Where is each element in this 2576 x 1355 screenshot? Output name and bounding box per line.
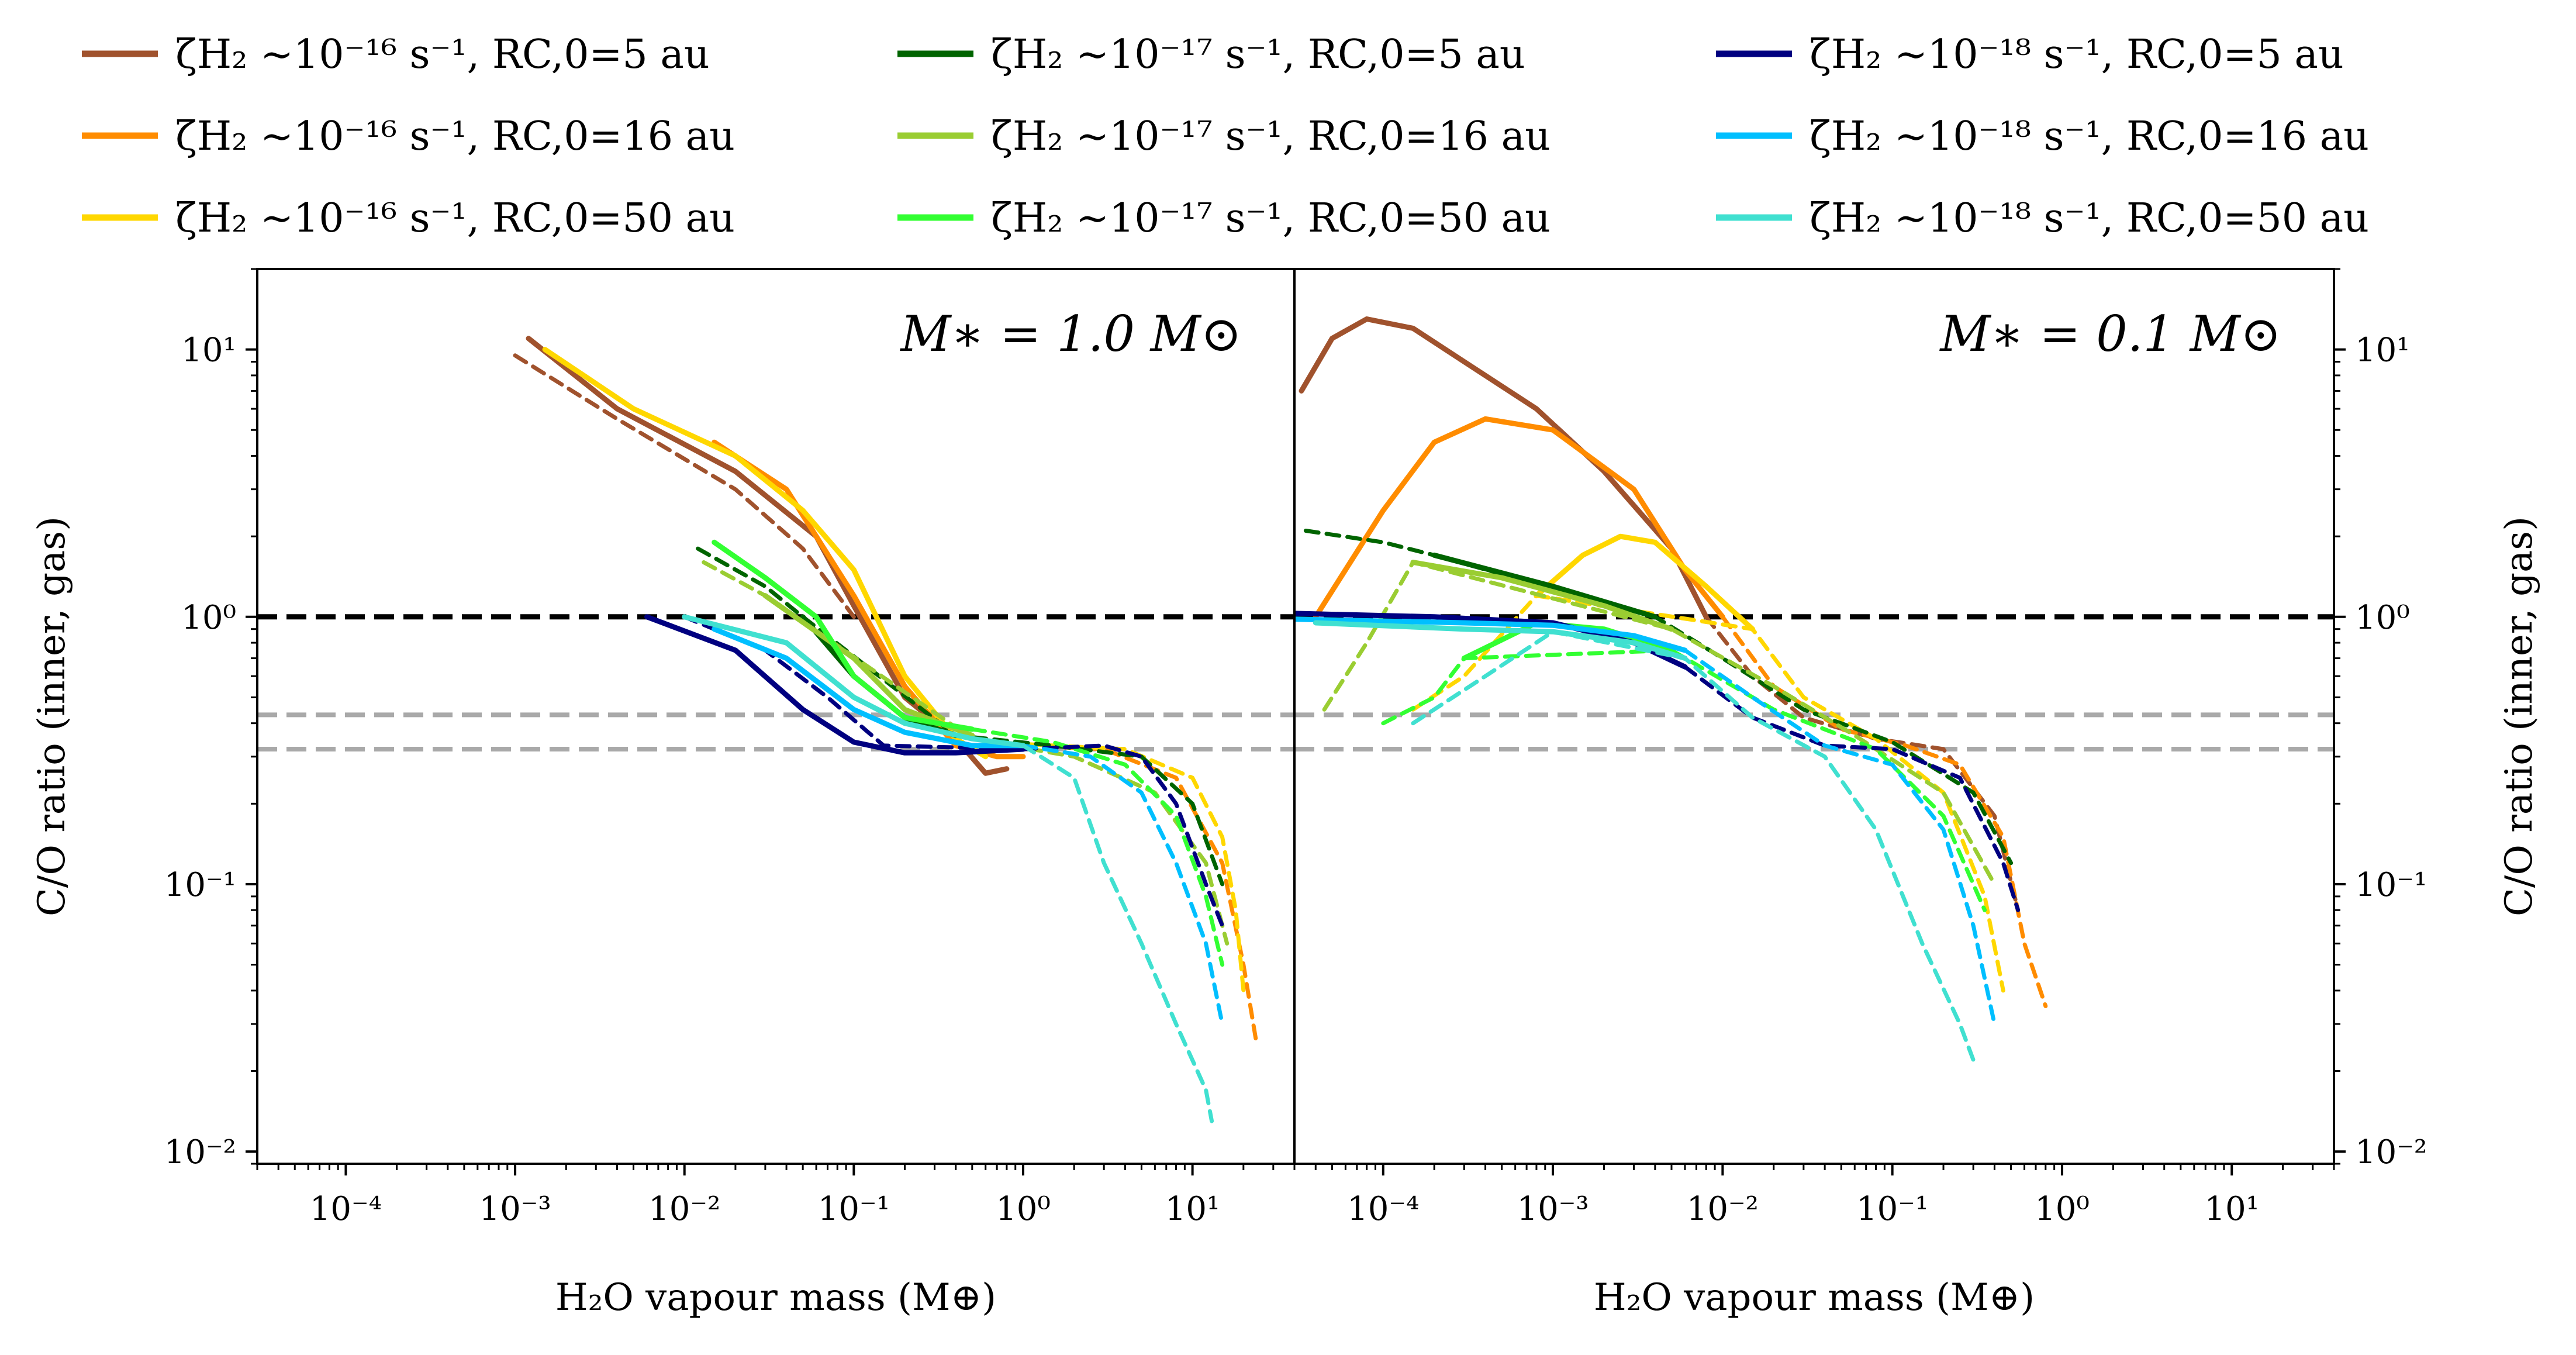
series-8-dashed-line <box>1021 743 1214 1123</box>
series-7-solid-line <box>712 626 1026 749</box>
x-tick-label: 10⁻³ <box>1517 1190 1589 1228</box>
series-8-solid-line <box>682 614 1026 749</box>
series-4-dashed-line <box>702 560 1230 946</box>
series-1-solid-line <box>1313 416 1725 620</box>
legend-label: ζH₂ ∼10⁻¹⁷ s⁻¹, RC,0=50 au <box>991 195 1551 242</box>
series-7-dashed-line <box>1683 648 1997 1026</box>
series-4-dashed-line <box>1322 560 1997 887</box>
y-tick-label: 10⁰ <box>2355 599 2410 637</box>
series-6-dashed-line <box>682 615 1225 928</box>
series-8-dashed-line <box>1411 629 1976 1062</box>
panel-left: 10⁻⁴ 10⁻³ 10⁻² 10⁻¹ 10⁰ 10¹ 10⁻² 10⁻¹ 10⁰ 10¹ M∗ … <box>30 268 1296 1319</box>
x-tick-label: 10⁻¹ <box>1856 1190 1928 1228</box>
legend-label: ζH₂ ∼10⁻¹⁶ s⁻¹, RC,0=50 au <box>175 195 735 242</box>
legend-label: ζH₂ ∼10⁻¹⁷ s⁻¹, RC,0=16 au <box>991 113 1551 160</box>
legend-label: ζH₂ ∼10⁻¹⁸ s⁻¹, RC,0=50 au <box>1810 195 2369 242</box>
legend-label: ζH₂ ∼10⁻¹⁶ s⁻¹, RC,0=16 au <box>175 113 735 160</box>
x-tick-label: 10⁻⁴ <box>1347 1190 1419 1228</box>
x-tick-label: 10⁻³ <box>479 1190 551 1228</box>
series-6-solid-line <box>644 614 1026 756</box>
y-tick-label: 10⁻² <box>2355 1133 2427 1171</box>
series-5-dashed-line <box>970 727 1225 967</box>
series-7-dashed-line <box>1021 743 1225 1026</box>
legend-label: ζH₂ ∼10⁻¹⁷ s⁻¹, RC,0=5 au <box>991 32 1525 78</box>
y-tick-label: 10⁰ <box>181 599 236 637</box>
y-tick-label: 10⁻² <box>164 1133 236 1171</box>
x-tick-label: 10⁰ <box>996 1190 1051 1228</box>
legend-label: ζH₂ ∼10⁻¹⁸ s⁻¹, RC,0=16 au <box>1810 113 2369 160</box>
series-2-solid-line <box>1534 533 1755 632</box>
panel-left-ylabel: C/O ratio (inner, gas) <box>30 516 74 916</box>
series-4-solid-line <box>1410 560 1674 632</box>
series-1-solid-line <box>712 439 1026 760</box>
x-tick-label: 10⁻⁴ <box>310 1190 382 1228</box>
series-0-solid-line <box>1299 316 1709 620</box>
x-tick-label: 10¹ <box>1165 1190 1220 1228</box>
y-tick-label: 10⁻¹ <box>2355 866 2427 904</box>
legend-label: ζH₂ ∼10⁻¹⁶ s⁻¹, RC,0=5 au <box>175 32 710 78</box>
y-tick-label: 10⁻¹ <box>164 866 236 904</box>
series-5-solid-line <box>712 539 975 732</box>
panel-right-xlabel: H₂O vapour mass (M⊕) <box>1594 1276 2035 1319</box>
series-7-solid-line <box>1294 616 1688 653</box>
series-3-dashed-line <box>1303 529 2014 866</box>
series-1-dashed-line <box>1720 615 2048 1008</box>
x-tick-label: 10⁻² <box>648 1190 720 1228</box>
legend-label: ζH₂ ∼10⁻¹⁸ s⁻¹, RC,0=5 au <box>1810 32 2344 78</box>
panel-right-title: M∗ = 0.1 M⊙ <box>1939 305 2281 363</box>
series-0-dashed-line <box>513 353 856 619</box>
series-2-solid-line <box>542 347 989 760</box>
series-0-solid-line <box>526 336 1010 776</box>
x-tick-label: 10⁰ <box>2035 1190 2090 1228</box>
x-tick-label: 10⁻² <box>1687 1190 1759 1228</box>
series-5-dashed-line <box>1381 648 1987 912</box>
y-tick-label: 10¹ <box>2355 332 2410 370</box>
x-tick-label: 10¹ <box>2204 1190 2259 1228</box>
panel-left-xlabel: H₂O vapour mass (M⊕) <box>555 1276 996 1319</box>
panel-right-frame <box>1293 268 2335 1165</box>
panel-right: 10⁻⁴ 10⁻³ 10⁻² 10⁻¹ 10⁰ 10¹ 10⁻² 10⁻¹ 10⁰ 10¹ M∗ … <box>1293 268 2541 1319</box>
series-2-dashed-line <box>983 740 1246 993</box>
panel-right-ylabel: C/O ratio (inner, gas) <box>2498 516 2541 916</box>
x-tick-label: 10⁻¹ <box>818 1190 890 1228</box>
y-tick-label: 10¹ <box>181 332 236 370</box>
legend: ζH₂ ∼10⁻¹⁶ s⁻¹, RC,0=5 au ζH₂ ∼10⁻¹⁷ s⁻¹,… <box>82 32 2369 242</box>
panel-left-title: M∗ = 1.0 M⊙ <box>899 305 1242 363</box>
